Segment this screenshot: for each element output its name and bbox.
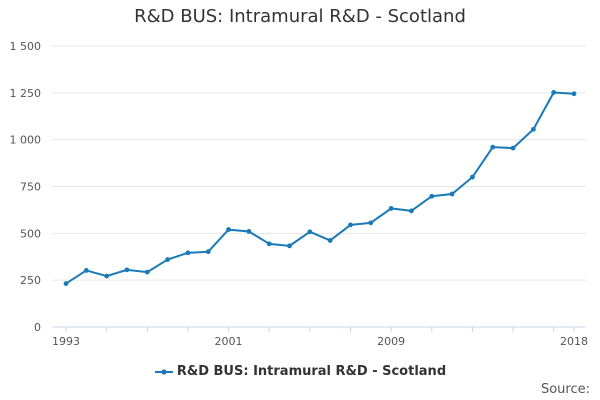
x-tick-label: 2001 bbox=[215, 335, 243, 348]
data-point bbox=[327, 238, 333, 243]
data-point bbox=[490, 144, 496, 150]
series-line bbox=[65, 91, 575, 285]
y-axis-ticks: 0 250 500 750 1 000 1 250 1 500 bbox=[10, 40, 42, 334]
data-point bbox=[165, 257, 171, 262]
source-label: Source: bbox=[540, 382, 590, 397]
x-axis: 1993 2001 2009 2018 bbox=[52, 326, 588, 348]
data-point bbox=[510, 145, 516, 151]
data-point bbox=[266, 241, 272, 247]
y-tick-label: 1 250 bbox=[10, 87, 42, 100]
legend-label: R&D BUS: Intramural R&D - Scotland bbox=[176, 364, 447, 379]
data-point bbox=[551, 90, 557, 95]
data-point bbox=[287, 243, 292, 249]
y-tick-label: 500 bbox=[20, 227, 41, 240]
x-tick-label: 2009 bbox=[377, 335, 405, 348]
gridlines bbox=[52, 45, 586, 281]
data-point bbox=[388, 206, 394, 211]
data-point bbox=[348, 222, 353, 228]
data-point bbox=[63, 281, 69, 286]
data-point bbox=[104, 273, 110, 279]
data-point bbox=[124, 267, 130, 273]
data-point bbox=[470, 174, 475, 180]
data-point bbox=[449, 191, 455, 197]
data-point bbox=[530, 126, 536, 132]
data-point bbox=[246, 229, 252, 234]
data-point bbox=[409, 208, 414, 214]
data-point bbox=[185, 250, 191, 256]
data-point bbox=[429, 193, 435, 199]
legend-line-marker-icon bbox=[154, 368, 173, 375]
data-point bbox=[571, 91, 577, 97]
data-point bbox=[205, 249, 211, 255]
y-tick-label: 1 500 bbox=[10, 40, 42, 53]
data-point bbox=[144, 269, 150, 275]
chart-title: R&D BUS: Intramural R&D - Scotland bbox=[134, 6, 466, 27]
y-tick-label: 0 bbox=[34, 321, 41, 334]
data-point bbox=[226, 227, 231, 232]
series-layer bbox=[63, 90, 577, 286]
y-tick-label: 250 bbox=[20, 274, 41, 287]
y-tick-label: 1 000 bbox=[10, 134, 42, 147]
data-point bbox=[368, 220, 374, 226]
x-tick-label: 1993 bbox=[52, 335, 80, 348]
data-point bbox=[83, 268, 89, 273]
y-tick-label: 750 bbox=[20, 181, 41, 194]
data-point bbox=[307, 229, 313, 235]
x-tick-label: 2018 bbox=[560, 335, 588, 348]
legend[interactable]: R&D BUS: Intramural R&D - Scotland bbox=[0, 364, 600, 379]
